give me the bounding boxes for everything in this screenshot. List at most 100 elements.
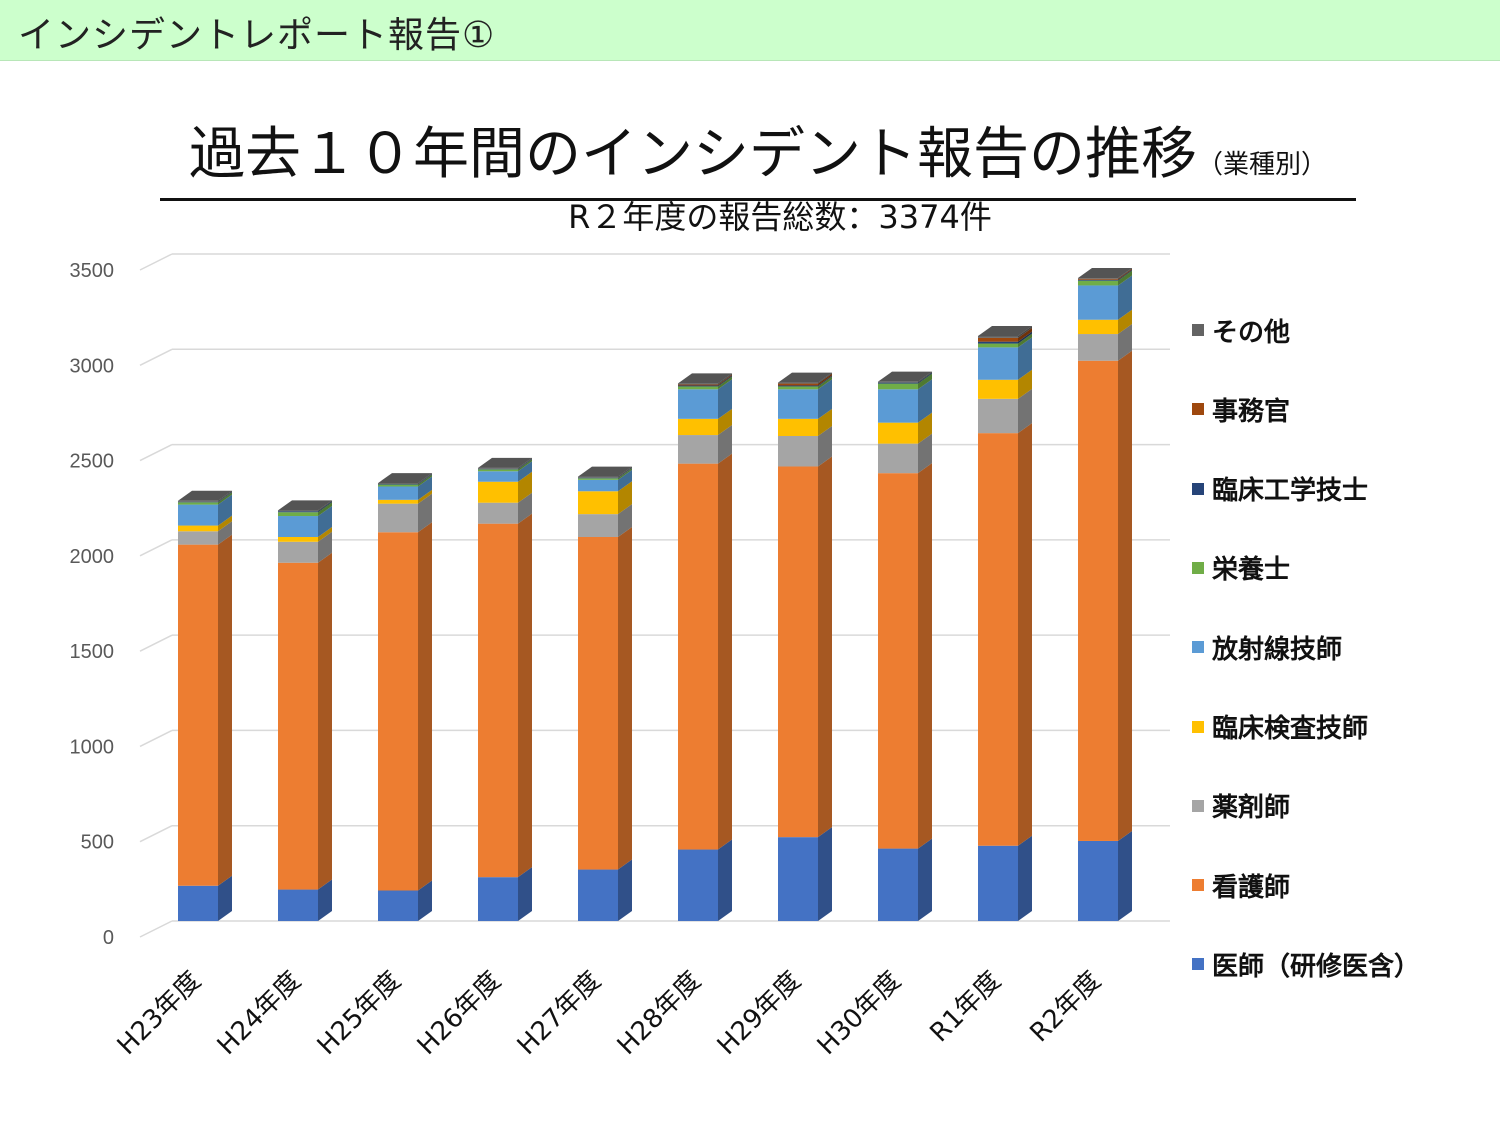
bar-top [778,372,832,383]
bar-side [918,372,932,384]
bar-side [918,463,932,849]
bar-segment [778,385,818,387]
bar-segment [978,379,1018,399]
bar-side [818,376,832,390]
bar-side [1018,331,1032,344]
bar-segment [678,389,718,419]
legend-swatch [1192,958,1204,971]
x-tick-label: R1年度 [924,966,1006,1048]
slide-title: 過去１０年間のインシデント報告の推移（業種別） [160,122,1356,201]
y-tick-label: 3000 [70,355,115,377]
gridline-depth [139,729,173,748]
slide-title-note: （業種別） [1196,150,1327,180]
bar-side [618,469,632,492]
bar-segment [678,386,718,390]
bar-segment [878,848,918,921]
bar-side [218,491,232,503]
bar-side [318,502,332,517]
gridline-depth [139,348,173,366]
bar-segment [878,422,918,444]
bar-segment [278,889,318,921]
legend-swatch [1192,324,1204,336]
bar-side [618,504,632,537]
bar-segment [678,418,718,436]
bar-side [718,373,732,385]
bar-segment [1078,279,1118,281]
x-tick-label: H25年度 [312,966,407,1061]
bar-side [518,471,532,503]
legend-label: 医師（研修医含） [1212,951,1421,982]
bar-side [818,456,832,838]
bar-side [718,376,732,390]
bar-side [1118,830,1132,921]
bar-segment [178,544,218,886]
bar-segment [878,443,918,474]
x-tick-label: H24年度 [212,966,307,1061]
bar-side [518,459,532,472]
bar-segment [278,562,318,890]
bar-side [1018,333,1032,348]
bar-top [178,490,232,501]
legend-swatch [1192,403,1204,416]
bar-segment [678,383,718,385]
bar-segment [678,385,718,387]
bar-top [678,373,732,384]
legend-label: 看護師 [1212,872,1291,903]
bar-side [218,492,232,505]
bar-side [818,827,832,921]
bar-side [618,467,632,479]
legend-item: 薬剤師 [1192,786,1290,826]
bar-segment [378,499,418,504]
bar-side [1118,268,1132,280]
bar-side [518,492,532,524]
bar-segment [578,536,618,870]
bar-segment [478,523,518,878]
bar-segment [878,473,918,849]
bar-side [918,373,932,390]
gridline-depth [139,825,173,843]
bar-side [1118,275,1132,320]
y-tick-label: 3500 [70,260,115,282]
bar-segment [678,435,718,464]
bar-segment [378,890,418,921]
bar-side [418,493,432,533]
bar-segment [378,484,418,487]
bar-side [1118,350,1132,841]
bar-segment [178,885,218,921]
y-tick-label: 0 [103,927,114,949]
bar-side [518,457,532,469]
bar-side [518,513,532,878]
bar-segment [978,398,1018,434]
bar-side [418,474,432,487]
bar-segment [1078,278,1118,280]
bar-segment [578,478,618,480]
bar-side [418,476,432,500]
bar-segment [778,383,818,386]
bar-side [318,531,332,563]
legend-item: 医師（研修医含） [1192,944,1420,984]
bar-segment [378,503,418,533]
legend-item: 看護師 [1192,865,1290,905]
bar-side [618,526,632,870]
bar-segment [478,877,518,921]
bar-side [1018,327,1032,342]
bar-segment [178,502,218,505]
bar-segment [978,341,1018,344]
bar-segment [578,514,618,537]
legend-label: 事務官 [1212,396,1291,427]
legend-swatch [1192,561,1204,574]
x-tick-label: H27年度 [512,966,607,1061]
bar-segment [378,532,418,891]
gridline-depth [139,443,173,462]
bar-side [318,552,332,890]
bar-top [878,371,932,382]
bar-segment [478,468,518,470]
bar-side [418,522,432,891]
bar-side [818,425,832,467]
slide-subtitle: R２年度の報告総数：3374件 [568,198,992,236]
bar-segment [1078,840,1118,921]
bar-segment [1078,319,1118,335]
gridline-depth [139,539,173,557]
bar-segment [178,501,218,503]
